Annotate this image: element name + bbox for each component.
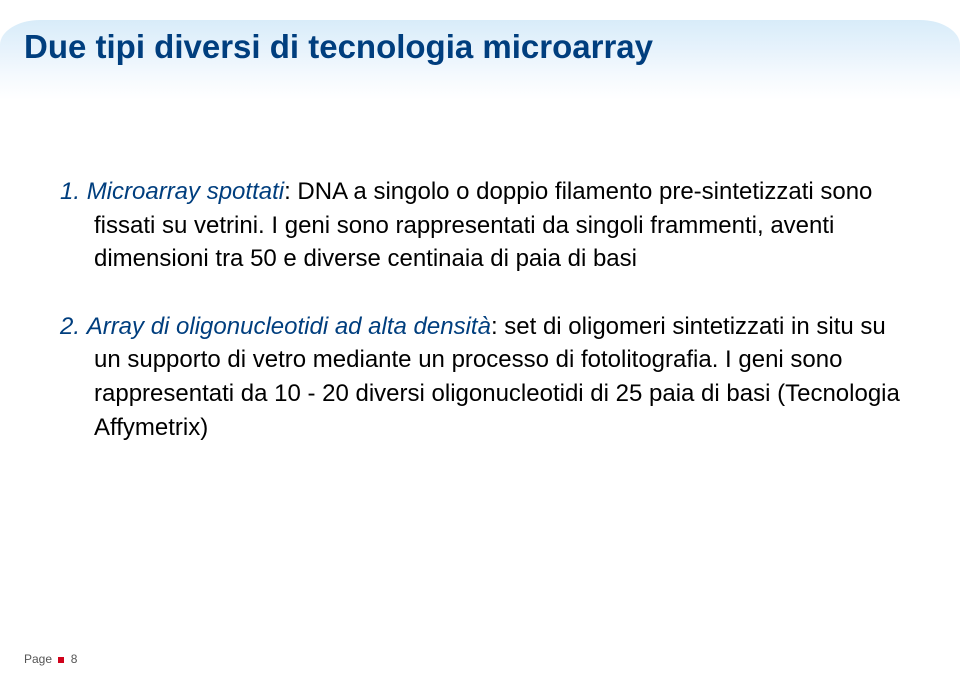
page-footer: Page 8 — [24, 652, 77, 666]
slide-content: 1. Microarray spottati: DNA a singolo o … — [60, 175, 900, 478]
slide-title: Due tipi diversi di tecnologia microarra… — [24, 28, 653, 66]
footer-square-icon — [58, 657, 64, 663]
item-lead: Microarray spottati — [87, 178, 284, 205]
footer-page-label: Page — [24, 652, 52, 666]
item-number: 2. — [60, 313, 80, 340]
footer-page-number: 8 — [71, 652, 78, 666]
list-item: 2. Array di oligonucleotidi ad alta dens… — [60, 310, 900, 444]
list-item: 1. Microarray spottati: DNA a singolo o … — [60, 175, 900, 276]
item-number: 1. — [60, 178, 80, 205]
item-lead: Array di oligonucleotidi ad alta densità — [87, 313, 491, 340]
